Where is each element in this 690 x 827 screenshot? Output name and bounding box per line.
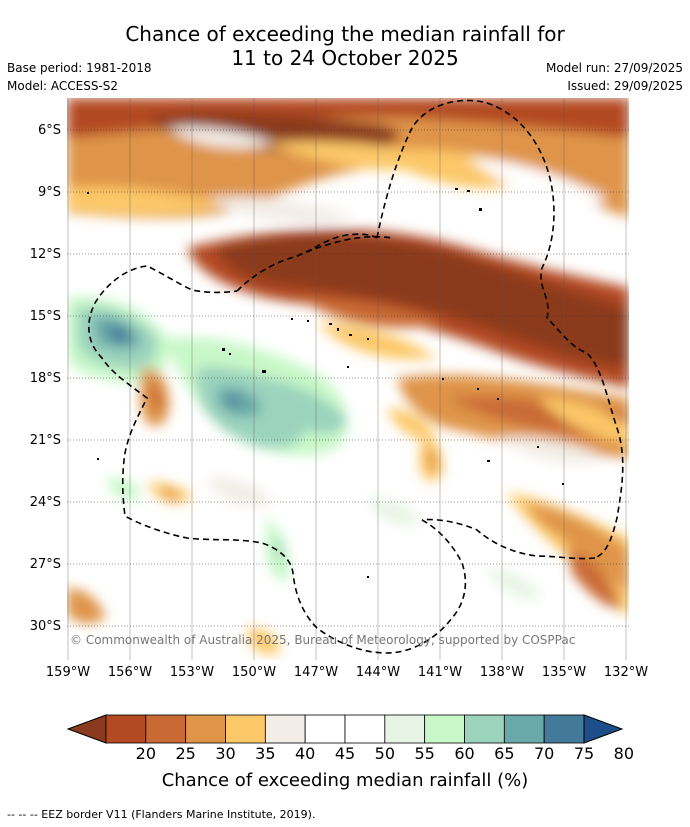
lat-label: 27°S — [29, 557, 61, 572]
lon-label: 135°W — [541, 665, 587, 680]
lon-gridlines — [67, 98, 627, 660]
title-line-2: 11 to 24 October 2025 — [231, 46, 459, 70]
issued-date: Issued: 29/09/2025 — [567, 79, 683, 93]
lat-label: 30°S — [29, 619, 61, 634]
colorbar-tick-label: 35 — [255, 744, 276, 763]
colorbar-tick-label: 75 — [573, 744, 595, 763]
lat-label: 21°S — [29, 433, 61, 448]
islands — [87, 188, 564, 578]
model-name: Model: ACCESS-S2 — [7, 79, 119, 93]
colorbar — [66, 714, 624, 744]
lat-gridlines — [67, 129, 629, 627]
colorbar-tick-label: 50 — [374, 744, 395, 763]
colorbar-tick-label: 70 — [533, 744, 555, 763]
probability-field — [67, 98, 629, 655]
colorbar-tick-label: 30 — [215, 744, 236, 763]
colorbar-cell — [145, 714, 187, 744]
meta-left: Base period: 1981-2018 Model: ACCESS-S2 — [7, 59, 152, 95]
lat-label: 24°S — [29, 495, 61, 510]
colorbar-cell — [503, 714, 545, 744]
colorbar-tick-label: 55 — [414, 744, 435, 763]
base-period: Base period: 1981-2018 — [7, 61, 152, 75]
lon-label: 144°W — [355, 665, 401, 680]
rainfall-probability-map — [67, 98, 629, 660]
lon-label: 159°W — [45, 665, 91, 680]
colorbar-high-arrow — [583, 714, 624, 744]
colorbar-cell — [424, 714, 465, 744]
colorbar-tick-label: 45 — [334, 744, 356, 763]
colorbar-cell — [464, 714, 505, 744]
colorbar-cell — [543, 714, 585, 744]
colorbar-low-arrow — [66, 714, 107, 744]
lon-label: 156°W — [107, 665, 153, 680]
colorbar-tick-label: 40 — [294, 744, 316, 763]
colorbar-cell — [185, 714, 226, 744]
colorbar-cell — [264, 714, 306, 744]
meta-right: Model run: 27/09/2025 Issued: 29/09/2025 — [546, 59, 683, 95]
copyright-notice: © Commonwealth of Australia 2025, Bureau… — [70, 633, 576, 647]
colorbar-cell — [105, 714, 147, 744]
title-line-1: Chance of exceeding the median rainfall … — [125, 22, 565, 46]
lon-label: 150°W — [231, 665, 277, 680]
lon-label: 132°W — [603, 665, 649, 680]
colorbar-cell — [384, 714, 426, 744]
lon-label: 147°W — [293, 665, 339, 680]
lat-label: 6°S — [37, 123, 61, 138]
lat-label: 12°S — [29, 247, 61, 262]
colorbar-tick-label: 60 — [454, 744, 475, 763]
lon-label: 141°W — [417, 665, 463, 680]
colorbar-tick-label: 65 — [494, 744, 515, 763]
eez-footnote: -- -- -- EEZ border V11 (Flanders Marine… — [7, 808, 316, 821]
lon-label: 153°W — [169, 665, 215, 680]
colorbar-cell — [225, 714, 266, 744]
colorbar-cell — [344, 714, 386, 744]
lon-label: 138°W — [479, 665, 525, 680]
colorbar-title: Chance of exceeding median rainfall (%) — [161, 770, 529, 791]
map-title: Chance of exceeding the median rainfall … — [0, 22, 690, 70]
model-run: Model run: 27/09/2025 — [545, 61, 683, 75]
lat-label: 15°S — [29, 309, 61, 324]
eez-borders — [88, 99, 624, 654]
lat-label: 9°S — [37, 185, 61, 200]
colorbar-tick-label: 80 — [613, 744, 634, 763]
colorbar-tick-label: 25 — [175, 744, 196, 763]
colorbar-tick-label: 20 — [135, 744, 156, 763]
colorbar-cell — [304, 714, 346, 744]
lat-label: 18°S — [29, 371, 61, 386]
colorbar-cells — [105, 714, 585, 744]
